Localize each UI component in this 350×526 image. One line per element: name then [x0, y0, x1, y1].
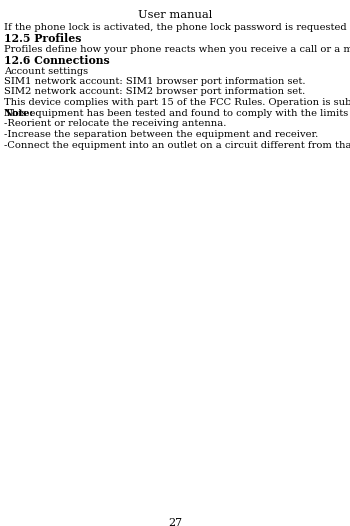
Text: 12.5 Profiles: 12.5 Profiles — [4, 34, 82, 45]
Text: SIM1 network account: SIM1 browser port information set.: SIM1 network account: SIM1 browser port … — [4, 77, 306, 86]
Text: User manual: User manual — [138, 10, 212, 20]
Text: Account settings: Account settings — [4, 66, 88, 76]
Text: This device complies with part 15 of the FCC Rules. Operation is subject to the : This device complies with part 15 of the… — [4, 98, 350, 107]
Text: This equipment has been tested and found to comply with the limits for a Class B: This equipment has been tested and found… — [5, 108, 350, 117]
Text: 27: 27 — [168, 518, 182, 526]
Text: Profiles define how your phone reacts when you receive a call or a message, how : Profiles define how your phone reacts wh… — [4, 45, 350, 54]
Text: If the phone lock is activated, the phone lock password is requested after the p: If the phone lock is activated, the phon… — [4, 23, 350, 32]
Text: -Increase the separation between the equipment and receiver.: -Increase the separation between the equ… — [4, 130, 318, 139]
Text: SIM2 network account: SIM2 browser port information set.: SIM2 network account: SIM2 browser port … — [4, 87, 305, 96]
Text: 12.6 Connections: 12.6 Connections — [4, 56, 110, 66]
Text: Note:: Note: — [4, 108, 34, 117]
Text: -Reorient or relocate the receiving antenna.: -Reorient or relocate the receiving ante… — [4, 119, 226, 128]
Text: -Connect the equipment into an outlet on a circuit different from that to which : -Connect the equipment into an outlet on… — [4, 140, 350, 149]
